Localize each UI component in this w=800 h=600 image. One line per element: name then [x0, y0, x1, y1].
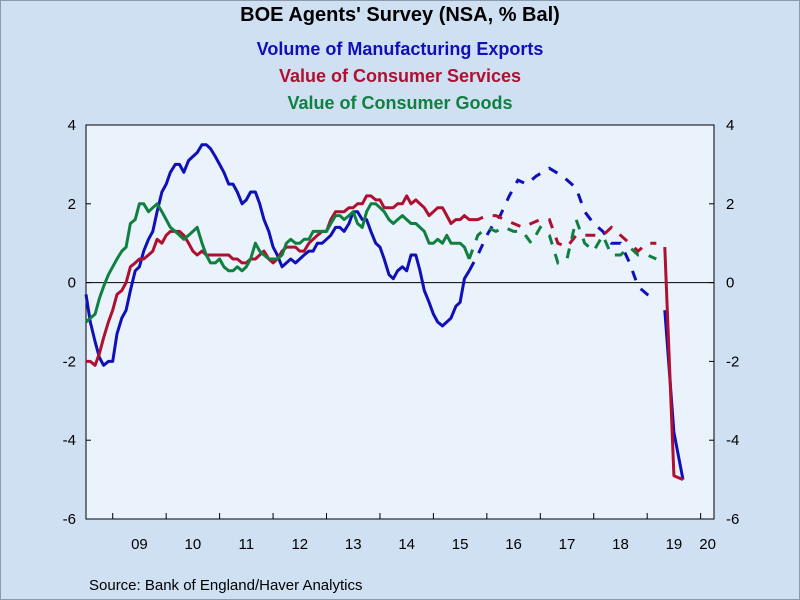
- plot-area: [85, 124, 715, 520]
- series-dashed-consumer-services: [473, 214, 657, 254]
- x-tick-label: 14: [398, 536, 415, 553]
- x-tick-label: 19: [666, 536, 683, 553]
- series-line-end-consumer-services: [663, 247, 684, 481]
- x-tick-label: 16: [505, 536, 522, 553]
- series-dashed-manufacturing-exports: [467, 166, 657, 300]
- series-line-manufacturing-exports: [84, 143, 471, 367]
- y-tick-label-right: -2: [726, 353, 739, 370]
- y-tick-label-left: 2: [68, 196, 76, 213]
- legend-series-consumer-services: Value of Consumer Services: [278, 66, 522, 86]
- x-tick-label: 09: [131, 536, 148, 553]
- y-tick-label-left: -2: [63, 353, 76, 370]
- y-tick-label-left: -4: [63, 432, 76, 449]
- y-tick-label-left: 4: [68, 117, 76, 134]
- legend-series-manufacturing-exports: Volume of Manufacturing Exports: [256, 39, 544, 59]
- series-line-consumer-goods: [84, 202, 471, 324]
- x-tick-label: 13: [345, 536, 362, 553]
- y-tick-label-right: 2: [726, 196, 734, 213]
- legend-series-consumer-goods: Value of Consumer Goods: [287, 93, 513, 113]
- y-tick-label-right: 4: [726, 117, 734, 134]
- x-tick-label: 20: [699, 536, 716, 553]
- y-tick-label-right: 0: [726, 275, 734, 292]
- x-tick-label: 15: [452, 536, 469, 553]
- y-tick-label-left: 0: [68, 275, 76, 292]
- chart-title: BOE Agents' Survey (NSA, % Bal): [240, 4, 560, 26]
- x-tick-label: 12: [291, 536, 308, 553]
- source-note: Source: Bank of England/Haver Analytics: [89, 577, 363, 594]
- y-tick-label-left: -6: [63, 511, 76, 528]
- x-tick-label: 17: [559, 536, 576, 553]
- x-tick-label: 10: [185, 536, 202, 553]
- x-tick-label: 11: [239, 536, 255, 553]
- y-tick-label-right: -6: [726, 511, 739, 528]
- y-tick-label-right: -4: [726, 432, 739, 449]
- x-tick-label: 18: [612, 536, 629, 553]
